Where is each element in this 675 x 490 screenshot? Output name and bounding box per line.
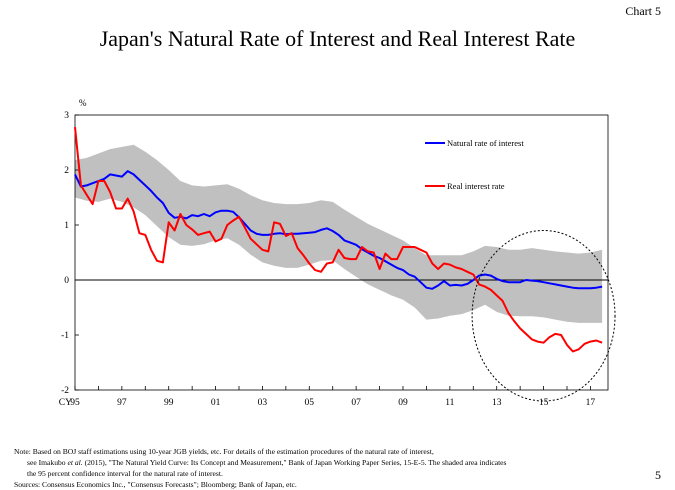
note-line-3: the 95 percent confidence interval for t… — [27, 469, 223, 478]
y-tick-label: 3 — [64, 111, 69, 121]
line-chart: Natural rate of interest Real interest ra… — [59, 98, 616, 408]
series-line-natural-rate — [74, 170, 603, 290]
series-line-real-rate — [74, 126, 603, 353]
legend-label-real-rate: Real interest rate — [447, 181, 505, 191]
y-axis-unit-label: % — [79, 98, 87, 108]
x-tick-label: 13 — [492, 398, 502, 408]
note-line-2-pre: see Imakubo — [27, 458, 68, 467]
note-line-1: Note: Based on BOJ staff estimations usi… — [14, 447, 434, 456]
highlight-ellipse — [471, 230, 616, 402]
note-line-2-post: (2015), "The Natural Yield Curve: Its Co… — [82, 458, 507, 467]
x-tick-label: 01 — [211, 398, 221, 408]
sources-line: Sources: Consensus Economics Inc., "Cons… — [14, 480, 297, 489]
x-tick-label: 09 — [398, 398, 408, 408]
x-tick-label: 99 — [164, 398, 174, 408]
page-title: Japan's Natural Rate of Interest and Rea… — [99, 26, 576, 51]
x-tick-label: 97 — [117, 398, 127, 408]
plot-frame — [74, 114, 609, 391]
x-tick-label: 07 — [351, 398, 361, 408]
chart-label: Chart 5 — [625, 4, 661, 18]
note-line-2: see Imakubo et al. (2015), "The Natural … — [27, 457, 507, 468]
y-tick-label: -2 — [61, 386, 69, 396]
x-tick-label: 11 — [445, 398, 454, 408]
x-tick-label: 05 — [305, 398, 315, 408]
x-tick-label: 95 — [70, 398, 80, 408]
page-number: 5 — [655, 468, 661, 482]
y-tick-label: 2 — [64, 166, 69, 176]
y-tick-label: 0 — [64, 276, 69, 286]
x-tick-label: 17 — [586, 398, 596, 408]
x-axis-prefix: CY — [59, 398, 72, 408]
note-line-2-italic: et al. — [67, 458, 83, 467]
x-tick-label: 03 — [258, 398, 268, 408]
x-tick-label: 15 — [539, 398, 549, 408]
y-tick-label: -1 — [61, 331, 69, 341]
y-tick-label: 1 — [64, 221, 69, 231]
legend-label-natural-rate: Natural rate of interest — [447, 138, 524, 148]
